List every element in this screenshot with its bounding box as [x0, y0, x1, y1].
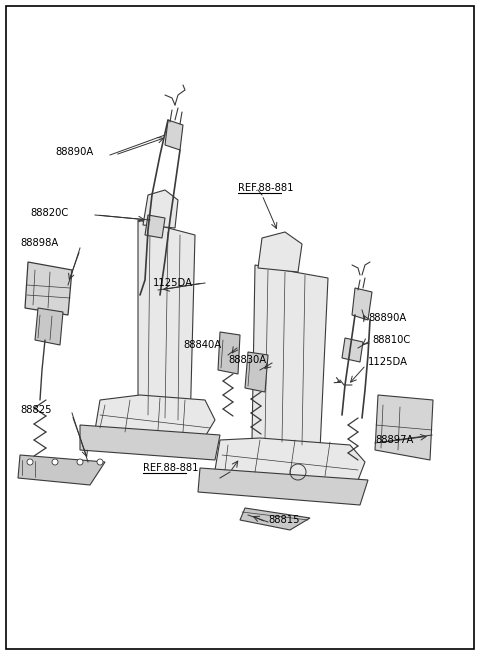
- Polygon shape: [25, 262, 72, 315]
- Circle shape: [77, 459, 83, 465]
- Polygon shape: [215, 438, 365, 488]
- Polygon shape: [35, 308, 63, 345]
- Polygon shape: [218, 332, 240, 374]
- Text: REF.88-881: REF.88-881: [143, 463, 199, 473]
- Text: 88820C: 88820C: [30, 208, 68, 218]
- Polygon shape: [18, 455, 105, 485]
- Polygon shape: [352, 288, 372, 320]
- Polygon shape: [245, 352, 268, 392]
- Text: 88825: 88825: [20, 405, 51, 415]
- Circle shape: [97, 459, 103, 465]
- Text: 88898A: 88898A: [20, 238, 58, 248]
- Text: 88830A: 88830A: [228, 355, 266, 365]
- Text: 88815: 88815: [268, 515, 300, 525]
- Polygon shape: [165, 120, 183, 150]
- Text: 88890A: 88890A: [55, 147, 93, 157]
- Text: 1125DA: 1125DA: [153, 278, 193, 288]
- Polygon shape: [95, 395, 215, 445]
- Polygon shape: [342, 338, 363, 362]
- Circle shape: [52, 459, 58, 465]
- Text: 88810C: 88810C: [372, 335, 410, 345]
- Text: 88890A: 88890A: [368, 313, 406, 323]
- Polygon shape: [138, 220, 195, 430]
- Text: 88897A: 88897A: [375, 435, 413, 445]
- Polygon shape: [258, 232, 302, 272]
- Polygon shape: [198, 468, 368, 505]
- Polygon shape: [145, 215, 165, 238]
- Polygon shape: [252, 265, 328, 450]
- Polygon shape: [143, 190, 178, 228]
- Polygon shape: [80, 425, 220, 460]
- Text: 1125DA: 1125DA: [368, 357, 408, 367]
- Text: REF.88-881: REF.88-881: [238, 183, 293, 193]
- Polygon shape: [375, 395, 433, 460]
- Text: 88840A: 88840A: [183, 340, 221, 350]
- Polygon shape: [240, 508, 310, 530]
- Circle shape: [27, 459, 33, 465]
